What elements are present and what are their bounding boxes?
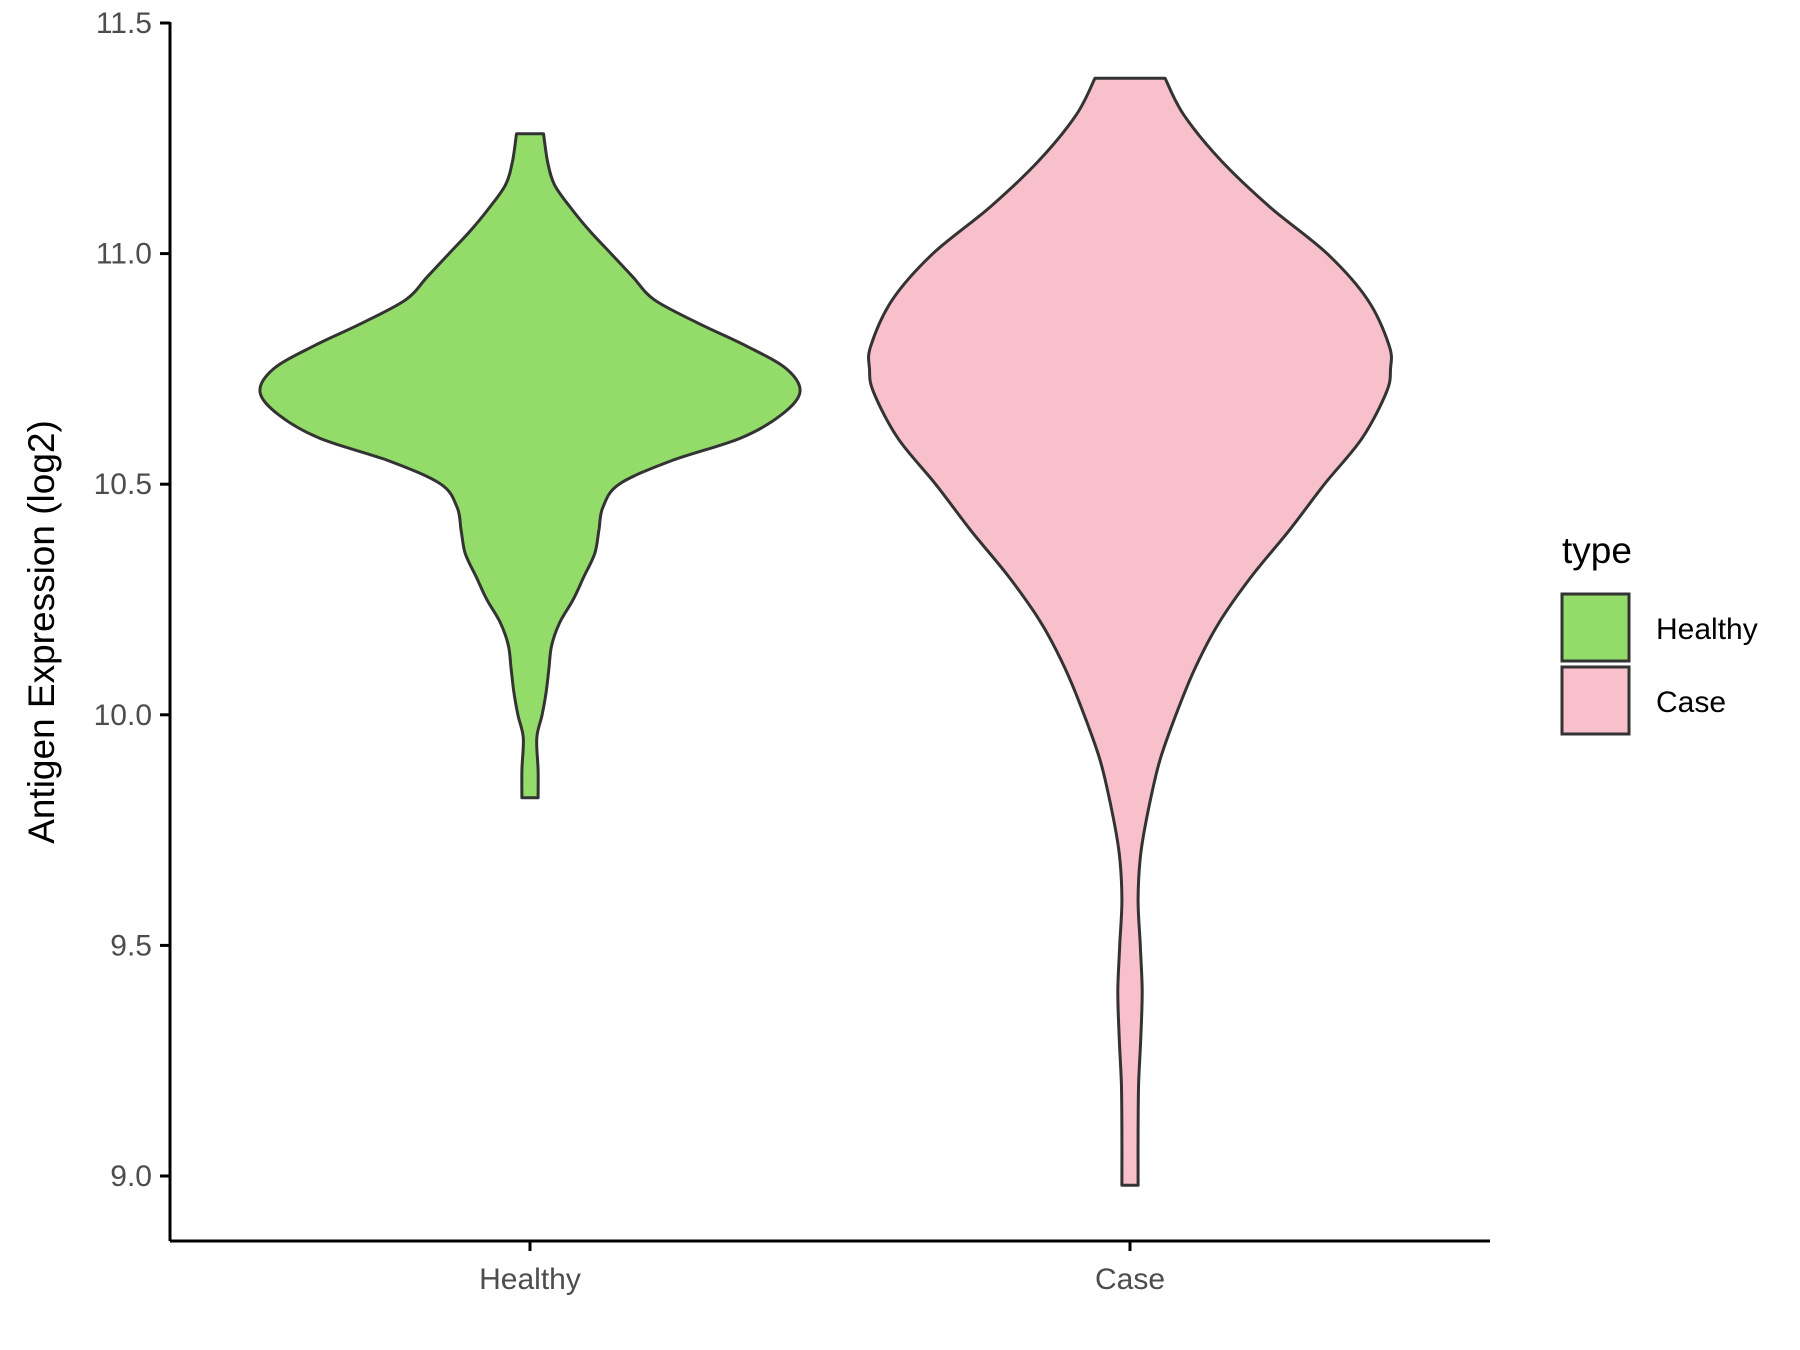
legend: type Healthy Case	[1560, 530, 1758, 736]
y-tick-label: 11.5	[96, 7, 152, 40]
violin-case	[867, 76, 1393, 1187]
legend-title: type	[1562, 530, 1632, 571]
y-tick-label: 9.0	[110, 1160, 152, 1193]
legend-label-healthy: Healthy	[1656, 613, 1758, 646]
y-tick-label: 10.5	[94, 468, 152, 501]
legend-label-case: Case	[1656, 686, 1726, 719]
x-tick-label: Case	[1095, 1263, 1165, 1296]
x-tick-label: Healthy	[479, 1263, 581, 1296]
violin-layer	[258, 76, 1393, 1187]
axes-layer: 9.0 9.5 10.0 10.5 11.0 11.5 Healthy Case	[94, 7, 1490, 1296]
y-tick-label: 9.5	[110, 929, 152, 962]
y-ticks: 9.0 9.5 10.0 10.5 11.0 11.5	[94, 7, 170, 1193]
y-tick-label: 10.0	[94, 699, 152, 732]
legend-swatch-case	[1560, 665, 1631, 736]
legend-items: Healthy Case	[1560, 592, 1758, 736]
x-ticks: Healthy Case	[479, 1241, 1165, 1296]
y-tick-label: 11.0	[96, 238, 152, 271]
legend-swatch-healthy	[1560, 592, 1631, 663]
y-axis-title: Antigen Expression (log2)	[21, 420, 62, 844]
violin-healthy	[258, 132, 802, 800]
